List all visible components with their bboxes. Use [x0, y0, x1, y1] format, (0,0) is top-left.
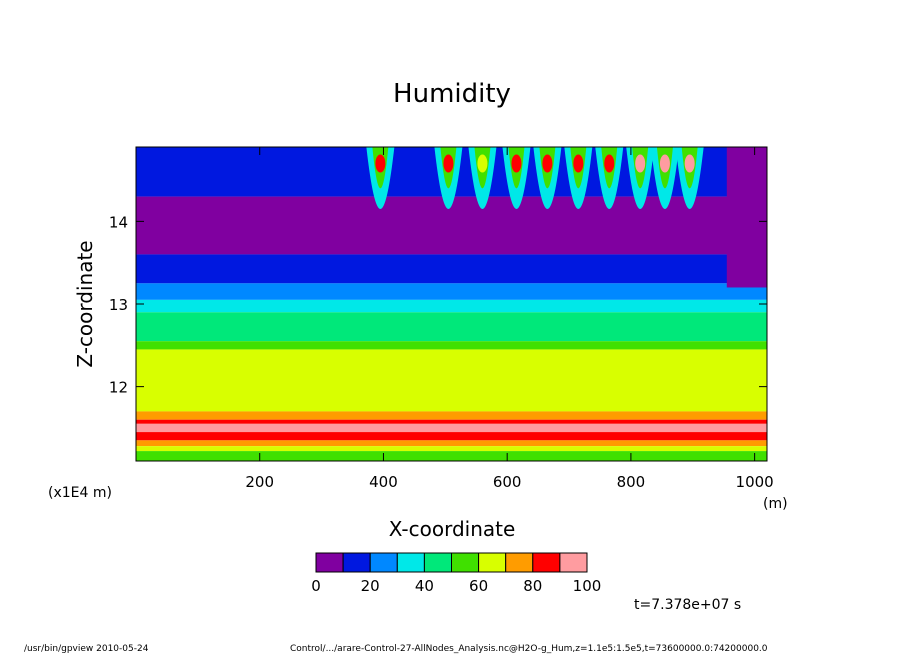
x-tick-label-4: 1000	[736, 473, 774, 491]
x-axis-label: X-coordinate	[389, 517, 516, 541]
humidity-band-9	[136, 411, 767, 420]
x-tick-label-2: 600	[493, 473, 522, 491]
colorbar-swatch-7	[505, 552, 534, 573]
humidity-band-2	[136, 225, 767, 255]
x-unit-label: (m)	[763, 496, 788, 512]
colorbar-swatch-2	[369, 552, 398, 573]
y-tick-label-0: 12	[109, 379, 128, 397]
colorbar: 0 20 40 60 80 100	[311, 552, 602, 595]
footer-left: /usr/bin/gpview 2010-05-24	[24, 644, 149, 654]
colorbar-label-2: 40	[415, 577, 434, 595]
plume-core-5	[573, 154, 584, 173]
colorbar-swatch-8	[532, 552, 561, 573]
humidity-band-13	[136, 440, 767, 447]
humidity-band-3	[136, 254, 767, 284]
colorbar-swatch-3	[396, 552, 425, 573]
colorbar-swatch-0	[315, 552, 344, 573]
plot-area	[136, 147, 767, 461]
colorbar-label-0: 0	[311, 577, 321, 595]
dry-region-right	[726, 147, 767, 288]
y-axis: 12 13 14	[109, 213, 767, 397]
colorbar-swatch-9	[559, 552, 588, 573]
time-label: t=7.378e+07 s	[634, 597, 741, 613]
colorbar-label-3: 60	[469, 577, 488, 595]
humidity-band-5	[136, 299, 767, 313]
y-unit-label: (x1E4 m)	[48, 485, 112, 501]
plume-core-7	[635, 154, 646, 173]
plume-core-2	[477, 154, 488, 173]
plume-core-1	[443, 154, 454, 173]
humidity-band-10	[136, 419, 767, 424]
humidity-band-12	[136, 432, 767, 441]
colorbar-swatch-5	[451, 552, 480, 573]
colorbar-label-5: 100	[573, 577, 602, 595]
x-tick-label-0: 200	[245, 473, 274, 491]
x-tick-label-1: 400	[369, 473, 398, 491]
humidity-band-6	[136, 312, 767, 342]
plume-core-6	[604, 154, 615, 173]
plume-core-0	[375, 154, 386, 173]
humidity-band-4	[136, 283, 767, 300]
colorbar-swatch-4	[423, 552, 452, 573]
x-axis: 200 400 600 800 1000	[245, 147, 774, 491]
colorbar-swatch-1	[342, 552, 371, 573]
plume-core-4	[542, 154, 553, 173]
chart-title: Humidity	[393, 79, 511, 109]
humidity-band-14	[136, 446, 767, 452]
humidity-band-15	[136, 451, 767, 461]
y-tick-label-2: 14	[109, 213, 128, 231]
plume-core-8	[659, 154, 670, 173]
x-tick-label-3: 800	[617, 473, 646, 491]
y-axis-label: Z-coordinate	[73, 240, 97, 367]
humidity-band-11	[136, 423, 767, 433]
plume-core-3	[511, 154, 522, 173]
footer-right: Control/.../arare-Control-27-AllNodes_An…	[290, 644, 768, 654]
humidity-band-8	[136, 349, 767, 412]
humidity-band-7	[136, 341, 767, 350]
colorbar-swatch-6	[478, 552, 507, 573]
colorbar-label-4: 80	[523, 577, 542, 595]
plume-core-9	[684, 154, 695, 173]
colorbar-label-1: 20	[361, 577, 380, 595]
y-tick-label-1: 13	[109, 296, 128, 314]
